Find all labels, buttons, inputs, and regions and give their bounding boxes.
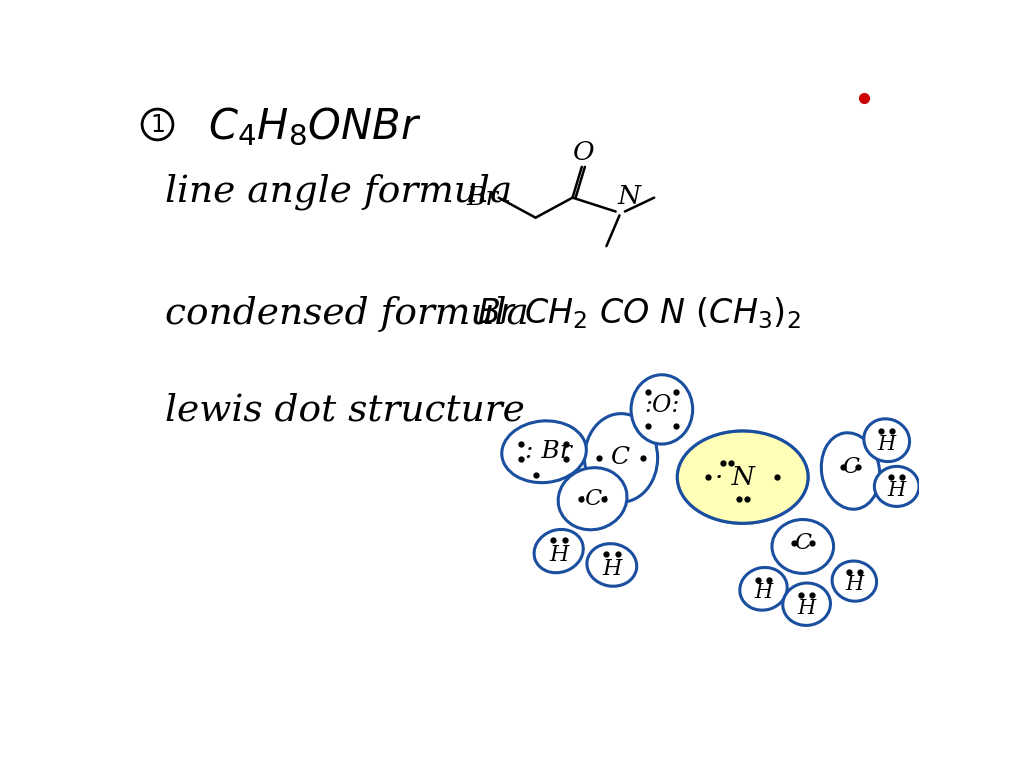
Text: condensed formula: condensed formula <box>165 296 529 333</box>
Ellipse shape <box>833 561 877 601</box>
Ellipse shape <box>782 583 830 625</box>
Text: C: C <box>610 446 629 469</box>
Ellipse shape <box>535 529 584 573</box>
Text: H: H <box>798 598 816 617</box>
Text: 1: 1 <box>151 112 165 137</box>
Text: H: H <box>549 544 568 566</box>
Ellipse shape <box>502 421 587 482</box>
Ellipse shape <box>874 466 920 506</box>
Text: O: O <box>572 141 594 165</box>
Ellipse shape <box>821 432 880 509</box>
Ellipse shape <box>864 419 909 462</box>
Ellipse shape <box>558 468 627 530</box>
Text: · N: · N <box>715 465 755 490</box>
Text: H: H <box>755 583 773 602</box>
Ellipse shape <box>587 544 637 586</box>
Ellipse shape <box>739 568 787 611</box>
Text: C: C <box>842 456 859 478</box>
Text: ·C·: ·C· <box>579 488 609 510</box>
Text: $C_4H_8 O N Br$: $C_4H_8 O N Br$ <box>208 106 421 148</box>
Text: C: C <box>795 531 811 554</box>
Text: N: N <box>617 184 640 209</box>
Text: H: H <box>602 558 622 580</box>
Ellipse shape <box>585 414 657 502</box>
Text: line angle formula: line angle formula <box>165 173 512 210</box>
Text: :O:: :O: <box>644 394 680 417</box>
Text: Br: Br <box>467 185 499 210</box>
Text: $Br\ CH_2\ CO\ N\ (CH_3)_2$: $Br\ CH_2\ CO\ N\ (CH_3)_2$ <box>477 296 801 331</box>
Ellipse shape <box>677 431 808 523</box>
Text: H: H <box>845 575 863 594</box>
Text: H: H <box>888 481 906 500</box>
Ellipse shape <box>772 519 834 574</box>
Text: lewis dot structure: lewis dot structure <box>165 392 525 429</box>
Text: : Br: : Br <box>524 440 571 463</box>
Ellipse shape <box>631 375 692 444</box>
Text: H: H <box>878 435 896 454</box>
